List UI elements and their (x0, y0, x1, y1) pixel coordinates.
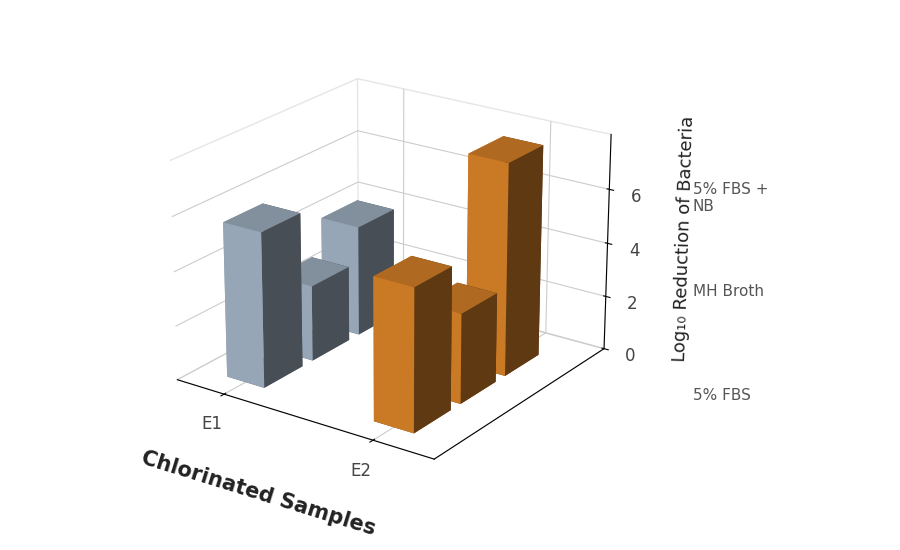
Text: 5% FBS: 5% FBS (693, 388, 751, 404)
Text: MH Broth: MH Broth (693, 284, 764, 299)
Text: 5% FBS +
NB: 5% FBS + NB (693, 182, 769, 214)
X-axis label: Chlorinated Samples: Chlorinated Samples (139, 448, 378, 540)
